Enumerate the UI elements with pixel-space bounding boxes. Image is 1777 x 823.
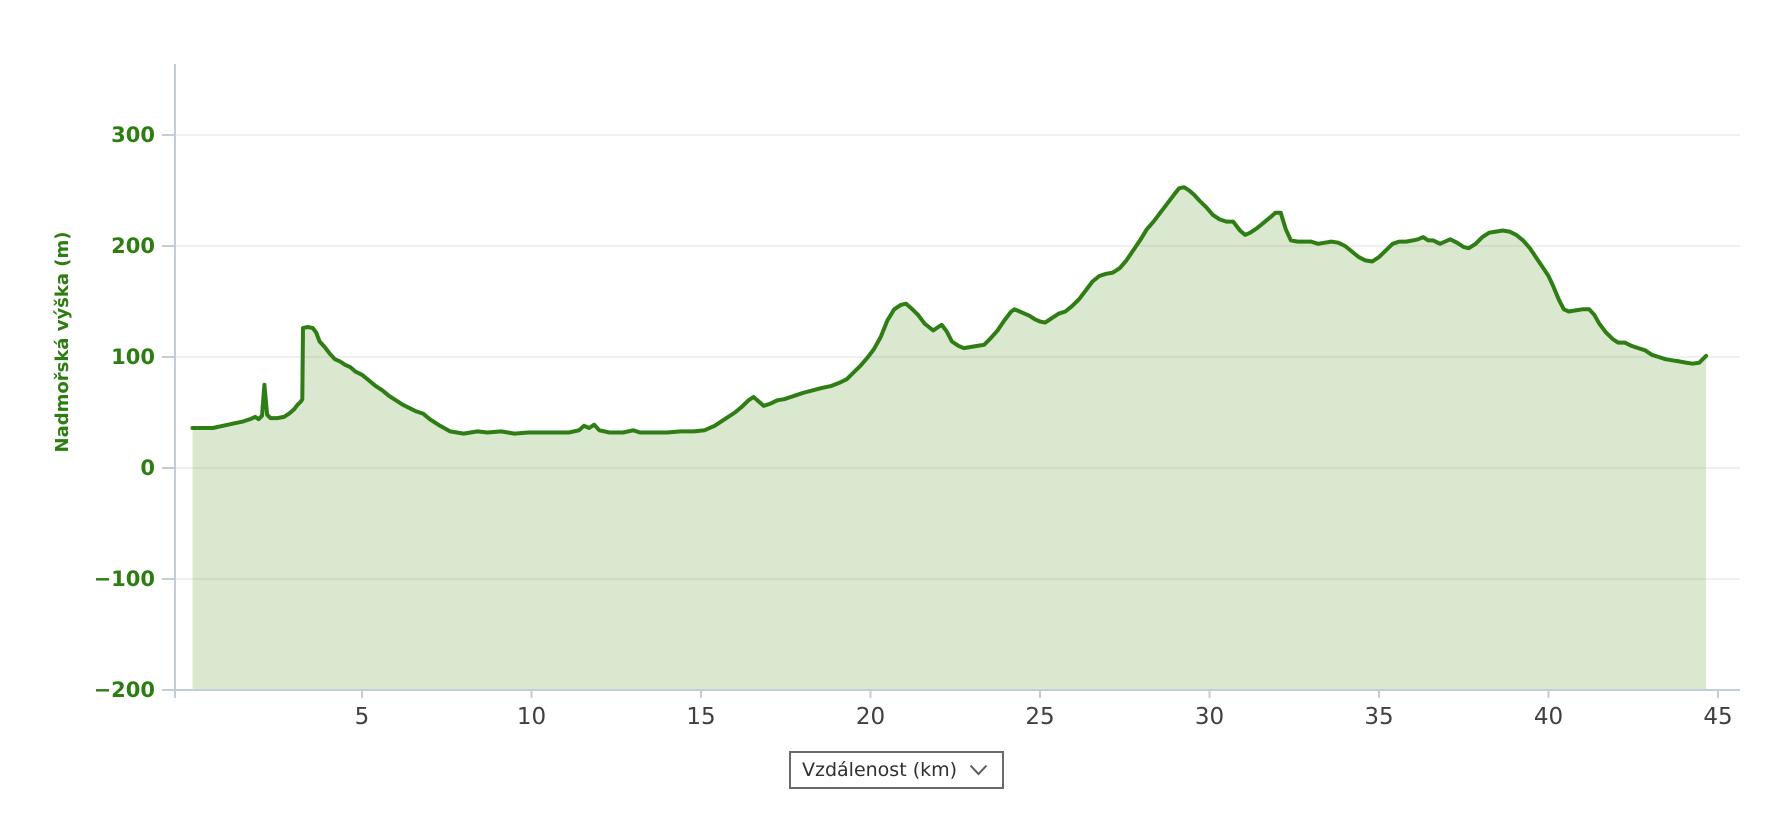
x-axis-unit-dropdown[interactable]: Vzdálenost (km) xyxy=(789,751,1005,789)
x-tick-label-45: 45 xyxy=(1703,704,1732,730)
x-tick-label-25: 25 xyxy=(1025,704,1054,730)
chevron-down-icon xyxy=(969,764,988,776)
y-tick-label-200: 200 xyxy=(111,234,155,258)
x-tick-label-10: 10 xyxy=(517,704,546,730)
x-tick-label-40: 40 xyxy=(1534,704,1563,730)
axis-labels: 300 200 100 0 −100 −200 5 10 15 20 25 30 35 40 45 xyxy=(94,123,1733,730)
x-tick-label-20: 20 xyxy=(856,704,885,730)
y-tick-label--200: −200 xyxy=(94,678,155,702)
axes xyxy=(162,64,1740,698)
gridlines xyxy=(175,134,1740,580)
elevation-area-fill xyxy=(192,187,1707,690)
x-tick-label-15: 15 xyxy=(686,704,715,730)
y-axis-title: Nadmořská výška (m) xyxy=(52,232,73,453)
x-tick-label-30: 30 xyxy=(1195,704,1224,730)
x-tick-label-35: 35 xyxy=(1364,704,1393,730)
elevation-line xyxy=(190,185,1709,436)
y-tick-label-300: 300 xyxy=(111,123,155,147)
x-tick-label-5: 5 xyxy=(355,704,370,730)
elevation-area-series xyxy=(190,185,1709,690)
x-axis-unit-value: Vzdálenost (km) xyxy=(802,759,958,781)
y-tick-label--100: −100 xyxy=(94,567,155,591)
y-tick-label-0: 0 xyxy=(140,456,155,480)
y-tick-label-100: 100 xyxy=(111,345,155,369)
